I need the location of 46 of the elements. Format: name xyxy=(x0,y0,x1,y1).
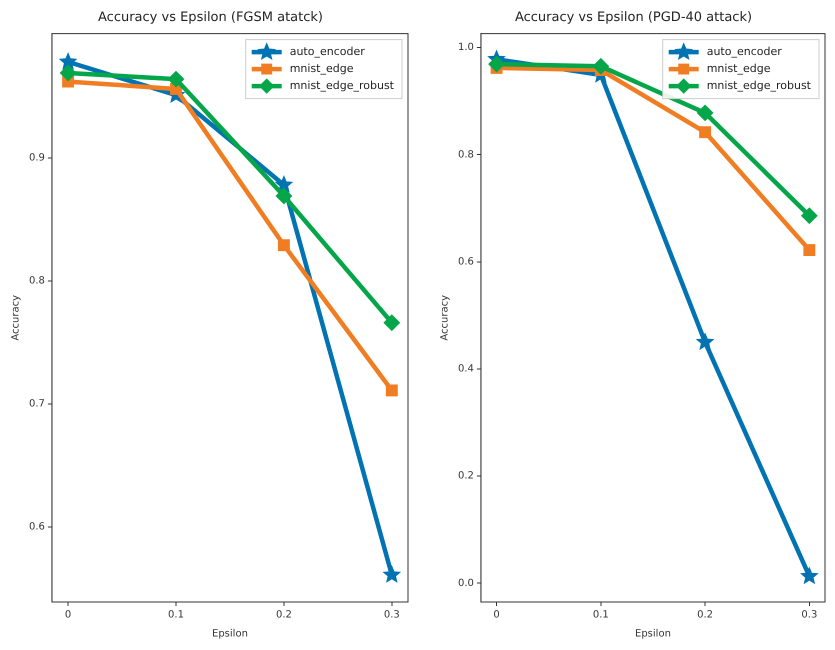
legend-label: mnist_edge xyxy=(706,62,771,75)
point xyxy=(168,71,184,88)
x-tick-label: 0.1 xyxy=(592,610,609,621)
x-tick-label: 0.2 xyxy=(276,610,292,621)
legend-label: mnist_edge xyxy=(290,62,354,75)
y-axis-title: Accuracy xyxy=(440,294,451,341)
point xyxy=(383,566,400,582)
y-tick-label: 0.7 xyxy=(28,398,45,410)
point xyxy=(801,208,818,224)
x-tick-label: 0.1 xyxy=(168,610,184,621)
y-tick-label: 0.0 xyxy=(458,578,474,589)
chart-title: Accuracy vs Epsilon (FGSM atatck) xyxy=(98,10,323,26)
point xyxy=(696,333,714,350)
point xyxy=(278,239,290,252)
y-tick-label: 0.6 xyxy=(28,522,45,533)
legend-label: mnist_edge_robust xyxy=(290,78,395,92)
point xyxy=(697,104,714,121)
x-axis-title: Epsilon xyxy=(635,628,671,640)
x-tick-label: 0 xyxy=(64,610,72,621)
y-tick-label: 0.8 xyxy=(28,275,45,286)
legend-label: auto_encoder xyxy=(706,44,782,58)
y-tick-label: 0.2 xyxy=(458,470,474,482)
y-tick-label: 0.6 xyxy=(458,256,474,268)
point xyxy=(384,314,400,331)
point xyxy=(488,56,505,72)
point xyxy=(592,58,609,74)
x-axis-title: Epsilon xyxy=(212,628,248,640)
y-axis-title: Accuracy xyxy=(10,294,22,341)
y-tick-label: 1.0 xyxy=(458,42,474,54)
legend-label: auto_encoder xyxy=(290,44,366,58)
point xyxy=(803,244,816,256)
point xyxy=(699,126,712,138)
x-tick-label: 0.2 xyxy=(697,610,714,621)
y-tick-label: 0.8 xyxy=(458,149,474,160)
legend-label: mnist_edge_robust xyxy=(706,78,812,92)
x-tick-label: 0 xyxy=(493,610,500,621)
point xyxy=(276,188,292,204)
y-tick-label: 0.9 xyxy=(28,152,45,164)
point xyxy=(60,64,76,81)
point xyxy=(800,567,818,584)
x-tick-label: 0.3 xyxy=(384,610,400,621)
point xyxy=(386,384,398,396)
chart-title: Accuracy vs Epsilon (PGD-40 attack) xyxy=(514,10,752,26)
y-tick-label: 0.4 xyxy=(458,364,474,375)
x-tick-label: 0.3 xyxy=(801,610,818,621)
point xyxy=(60,52,77,70)
